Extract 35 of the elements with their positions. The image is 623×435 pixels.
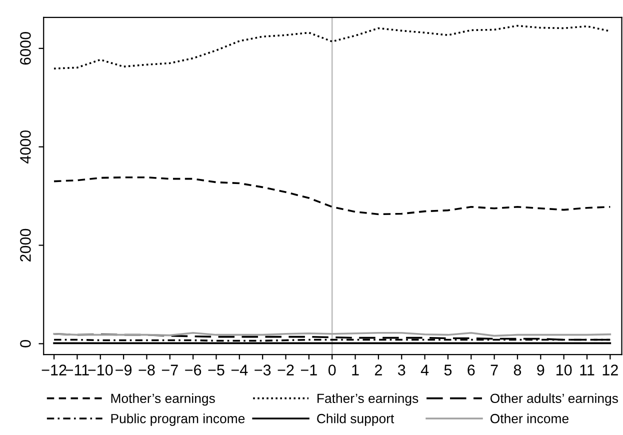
x-tick-label: −5	[208, 364, 224, 376]
x-tick-label: 2	[374, 364, 382, 376]
y-tick-label: 6000	[20, 32, 31, 65]
legend-label: Father’s earnings	[318, 393, 418, 406]
legend-label: Public program income	[111, 414, 245, 426]
x-tick-label: 5	[444, 364, 452, 376]
y-tick-label: 0	[20, 340, 31, 348]
x-tick-label: −12	[42, 364, 66, 376]
x-tick-label: 11	[580, 364, 594, 376]
y-tick-label: 2000	[20, 228, 31, 262]
legend-label: Mother’s earnings	[111, 393, 215, 406]
x-tick-label: −9	[116, 364, 132, 376]
x-tick-label: 4	[420, 364, 429, 376]
y-tick-label: 4000	[20, 130, 31, 164]
legend-label: Other income	[490, 414, 568, 424]
x-tick-label: −10	[88, 364, 113, 376]
legend-label: Child support	[317, 414, 394, 426]
x-tick-label: −6	[185, 364, 202, 376]
x-tick-label: 10	[556, 364, 572, 376]
x-tick-label: −2	[278, 364, 294, 376]
x-tick-label: −8	[138, 364, 155, 376]
x-tick-label: 0	[328, 364, 336, 376]
x-tick-label: 12	[602, 364, 618, 376]
x-tick-label: 1	[352, 364, 359, 376]
x-tick-label: −11	[66, 364, 89, 376]
legend-label: Other adults’ earnings	[490, 393, 618, 406]
x-tick-label: −3	[254, 364, 271, 376]
x-tick-label: 9	[537, 364, 544, 376]
x-tick-label: 6	[468, 364, 475, 376]
x-tick-label: −7	[162, 364, 178, 376]
x-tick-label: −1	[300, 364, 317, 376]
x-tick-label: 8	[514, 364, 522, 376]
x-tick-label: −4	[231, 364, 248, 376]
x-tick-label: 3	[398, 364, 406, 376]
x-tick-label: 7	[490, 364, 498, 376]
